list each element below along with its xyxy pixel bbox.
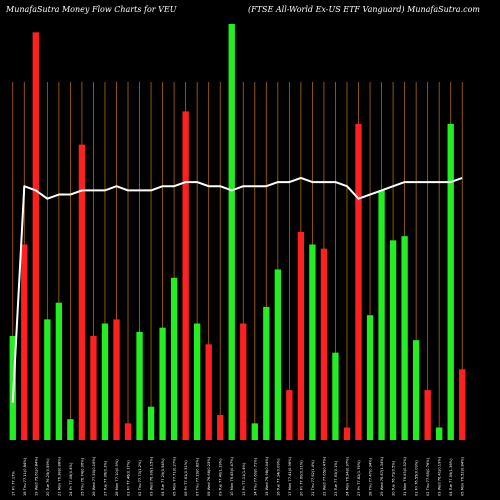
x-tick-label: 10 Mon 76.45(0.47%) bbox=[230, 456, 234, 496]
bar-up bbox=[101, 323, 109, 440]
bar-down bbox=[217, 415, 224, 440]
x-tick-label: 03 Wed 76.99(1.15%) bbox=[150, 456, 154, 496]
bar-up bbox=[136, 331, 143, 440]
bar-down bbox=[459, 369, 466, 440]
x-tick-label: 27 Fri 77.82(1.76%) bbox=[357, 460, 361, 496]
bar-down bbox=[124, 423, 132, 440]
bar-down bbox=[78, 144, 86, 440]
x-tick-label: 08 Wed 76.66(0.25%) bbox=[207, 456, 211, 496]
bar-up bbox=[170, 277, 178, 440]
line-group bbox=[11, 176, 463, 403]
x-tick-label: 25 Thu 76.74(0.06%) bbox=[80, 457, 84, 496]
x-tick-label: 02 Thu 77.73(1.2%) bbox=[138, 460, 142, 496]
x-tick-label: 04 Tue 77.59(1.36%) bbox=[449, 458, 453, 496]
bar-up bbox=[274, 269, 282, 440]
x-tick-label: 15 Wed 76.98(0.04%) bbox=[265, 456, 269, 496]
bar-up bbox=[193, 323, 201, 440]
x-tick-label: 05 Mon 76.52(0.84%) bbox=[461, 456, 465, 496]
x-tick-label: 09 Tue 77.40(1.19%) bbox=[219, 458, 223, 496]
x-tick-label: 22 Wed 77.65(0.47%) bbox=[322, 456, 326, 496]
bar-down bbox=[343, 427, 351, 440]
x-tick-label: 24 Fri 77.08(0.4%) bbox=[69, 462, 73, 496]
bar-up bbox=[67, 419, 74, 440]
bar-down bbox=[286, 390, 293, 440]
x-tick-label: 29 Wed 76.87(1.34%) bbox=[380, 456, 384, 496]
chart-header-left: MunafaSutra Money Flow Charts for VEU bbox=[5, 5, 177, 14]
x-tick-label: 27 Tue 77.06(0.3%) bbox=[103, 460, 107, 496]
x-tick-label: 23 Tue 77.93(0.1%) bbox=[334, 460, 338, 496]
bar-up bbox=[389, 240, 397, 440]
x-tick-label: 18 Thu 77.11(0.84%) bbox=[23, 457, 27, 496]
x-tick-label: 02 Thu 77.65(0.76%) bbox=[426, 457, 430, 496]
bar-up bbox=[147, 406, 155, 440]
x-tick-label: 26 Wed 77.50(0.16%) bbox=[92, 456, 96, 496]
x-tick-label: 30 Tue 76.71(0.5%) bbox=[392, 460, 396, 496]
bar-up bbox=[251, 423, 258, 440]
x-tick-label: 31 Mon 76.93(0.52%) bbox=[403, 456, 407, 496]
bar-down bbox=[90, 336, 97, 440]
bar-down bbox=[21, 244, 28, 440]
bar-up bbox=[228, 24, 235, 440]
bar-up bbox=[401, 236, 408, 440]
x-tick-label: 19 Wed 75.61(0.84%) bbox=[34, 456, 38, 496]
bar-down bbox=[113, 319, 120, 440]
bar-up bbox=[447, 123, 454, 440]
bar-up bbox=[366, 315, 374, 440]
bar-down bbox=[355, 123, 362, 440]
x-tick-label: 21 Thu 77.62(1.4%) bbox=[311, 460, 315, 496]
x-tick-label: 04 Tue 77.29(0.54%) bbox=[161, 458, 165, 496]
bar-up bbox=[332, 352, 339, 440]
bar-up bbox=[378, 190, 385, 440]
x-tick-label: 06 Fri 77.61(0.51%) bbox=[184, 460, 188, 496]
x-tick-label: 14 Thu 77.60(0.71%) bbox=[253, 457, 257, 496]
x-tick-label: 01 Fri 77.46(0.17%) bbox=[127, 460, 131, 496]
x-tick-label: 20 Fri 77.60(0.21%) bbox=[299, 460, 303, 496]
bar-up bbox=[412, 340, 420, 440]
bar-up bbox=[44, 319, 51, 440]
bar-up bbox=[436, 427, 443, 440]
x-tick-label: 20 Tue 76.25(0.59%) bbox=[46, 458, 50, 496]
x-tick-label: 07 Thu 77.29(0.82%) bbox=[196, 457, 200, 496]
bar-down bbox=[205, 344, 212, 440]
bar-down bbox=[32, 32, 39, 440]
x-tick-label: 28 Mon 77.10(0.5%) bbox=[115, 459, 119, 496]
x-tick-label: 05 Mon 77.71(0.27%) bbox=[173, 456, 177, 496]
bar-down bbox=[182, 111, 189, 441]
chart-header-right: (FTSE All-World Ex-US ETF Vanguard) Muna… bbox=[248, 5, 480, 14]
x-tick-labels: 17 Fri 77.17% 18 Thu 77.11(0.84%) 19 Wed 7… bbox=[11, 456, 464, 496]
bars-group bbox=[9, 24, 466, 441]
x-tick-label: 28 Thu 77.47(0.34%) bbox=[369, 457, 373, 496]
bar-down bbox=[320, 248, 328, 440]
bar-down bbox=[424, 390, 431, 440]
x-tick-label: 21 Mon 76.38(0.88%) bbox=[57, 456, 61, 496]
x-tick-label: 17 Fri 77.17% bbox=[11, 471, 15, 496]
x-tick-label: 16 Tue 77.34(0.09%) bbox=[276, 458, 280, 496]
x-tick-label: 13 Fri 77.11(1.4%) bbox=[242, 462, 246, 496]
x-tick-label: 03 Wed 76.41(0.19%) bbox=[438, 456, 442, 496]
x-tick-label: 17 Mon 77.41(0.96%) bbox=[288, 456, 292, 496]
bar-up bbox=[309, 244, 316, 440]
x-tick-label: 24 Mon 76.94(0.97%) bbox=[345, 456, 349, 496]
money-flow-line bbox=[11, 176, 463, 403]
bar-down bbox=[297, 232, 305, 440]
x-tick-label: 01 Fri 76.55(0.09%) bbox=[415, 460, 419, 496]
bar-down bbox=[240, 323, 247, 440]
bar-up bbox=[263, 306, 270, 440]
bar-up bbox=[159, 327, 166, 440]
bar-up bbox=[55, 302, 63, 440]
